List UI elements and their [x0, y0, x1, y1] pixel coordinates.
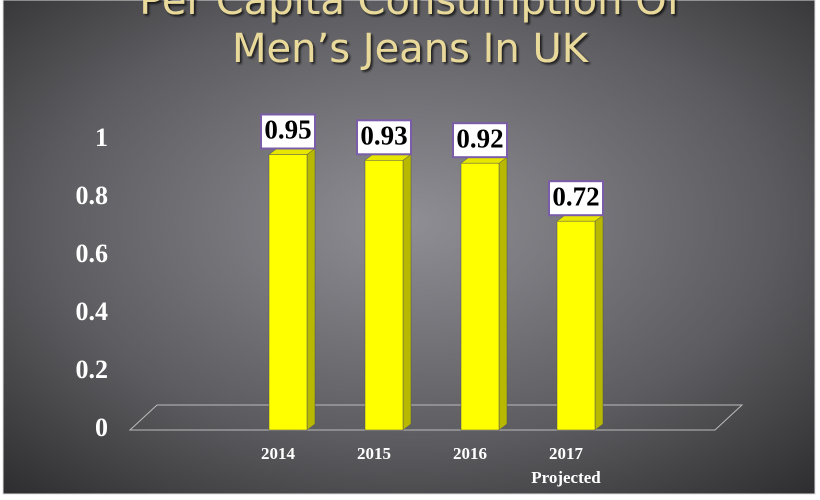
x-annotation: Projected [531, 468, 601, 487]
value-label-box [452, 122, 508, 159]
bar-side [594, 214, 604, 431]
bar [268, 154, 308, 431]
x-tick-label: 2017 [549, 444, 584, 463]
x-tick-label: 2015 [357, 444, 391, 463]
chart-title: Per Capita Consumption Of [139, 0, 681, 24]
y-tick-label: 0.8 [76, 181, 109, 210]
value-label: 0.93 [360, 121, 407, 151]
value-label: 0.72 [552, 181, 599, 211]
bar-side [498, 156, 508, 431]
bar [364, 160, 404, 431]
bar-side [306, 148, 316, 431]
y-tick-label: 0.2 [76, 355, 109, 384]
value-label: 0.95 [264, 115, 311, 145]
x-tick-label: 2014 [261, 444, 296, 463]
value-label-box [260, 113, 316, 150]
y-tick-label: 1 [95, 123, 108, 152]
value-label: 0.92 [456, 123, 503, 153]
y-tick-label: 0 [95, 413, 108, 442]
y-tick-label: 0.4 [76, 297, 109, 326]
bar [556, 220, 596, 431]
floor [128, 404, 744, 431]
bar [460, 162, 500, 431]
y-tick-label: 0.6 [76, 239, 109, 268]
bar-side [402, 153, 412, 431]
value-label-box [548, 180, 604, 217]
chart-title: Men’s Jeans In UK [232, 26, 590, 72]
x-tick-label: 2016 [453, 444, 487, 463]
value-label-box [356, 119, 412, 156]
